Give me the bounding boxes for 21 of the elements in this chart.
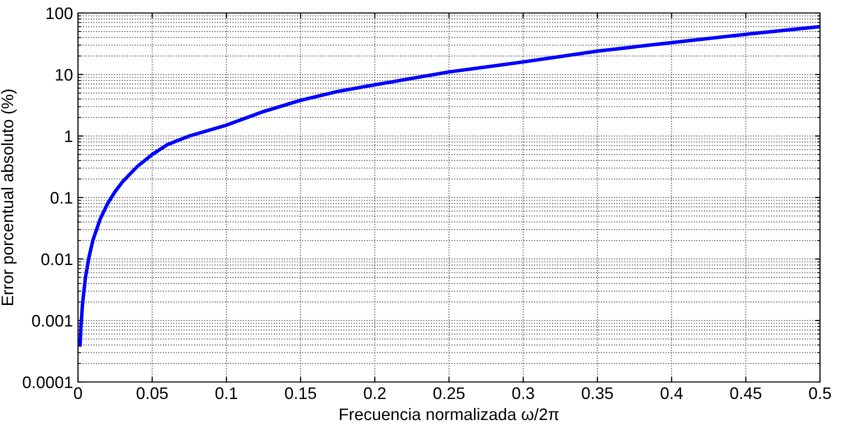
x-tick-label: 0.05 — [136, 387, 168, 400]
x-tick-label: 0 — [74, 387, 82, 400]
x-tick-label: 0.5 — [809, 387, 831, 400]
y-axis-title: Error porcentual absoluto (%) — [1, 90, 17, 305]
x-tick-label: 0.25 — [433, 387, 465, 400]
y-tick-label: 0.0001 — [22, 376, 72, 388]
y-tick-label: 1 — [65, 130, 72, 142]
y-tick-label: 10 — [56, 68, 72, 81]
x-tick-label: 0.3 — [512, 387, 534, 400]
y-tick-label: 0.1 — [50, 192, 72, 204]
y-tick-label: 100 — [46, 7, 72, 20]
x-tick-label: 0.2 — [364, 387, 386, 400]
x-tick-label: 0.4 — [660, 387, 683, 400]
y-tick-label: 0.01 — [41, 253, 72, 266]
x-tick-label: 0.15 — [285, 387, 316, 400]
line-series — [78, 24, 820, 347]
x-tick-label: 0.1 — [215, 387, 238, 400]
x-tick-label: 0.35 — [582, 387, 613, 400]
x-tick-label: 0.45 — [730, 387, 762, 400]
x-axis-title: Frecuencia normalizada ω/2π — [340, 408, 559, 420]
y-tick-label: 0.001 — [32, 314, 72, 327]
